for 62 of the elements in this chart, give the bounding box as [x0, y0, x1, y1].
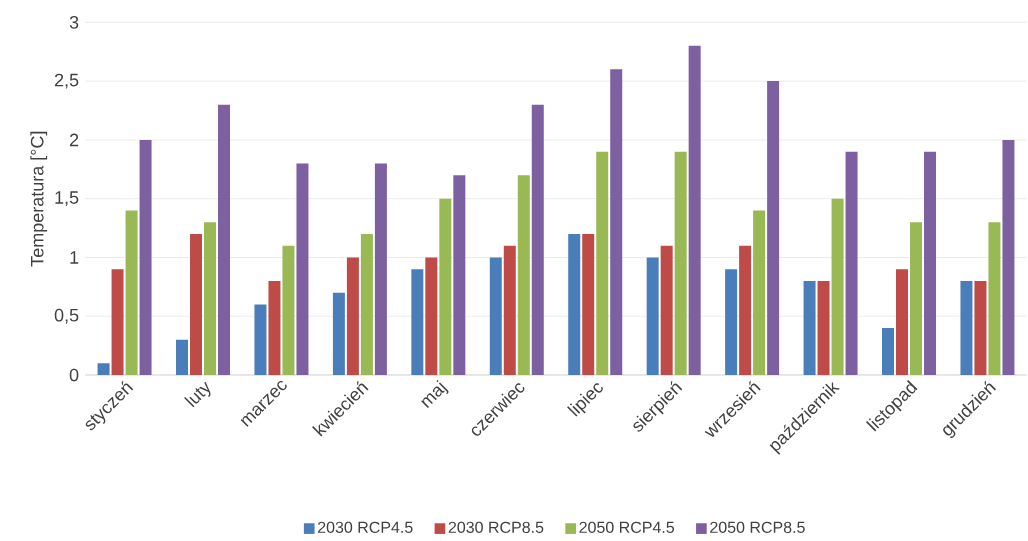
bar — [218, 104, 231, 376]
bar — [1002, 139, 1015, 376]
bar — [568, 234, 581, 376]
bar — [439, 198, 452, 376]
bar — [125, 210, 138, 376]
bar — [268, 281, 281, 376]
bar — [254, 304, 267, 376]
bar — [332, 292, 345, 376]
bar — [282, 245, 295, 376]
bar — [489, 257, 502, 376]
x-tick-label: luty — [184, 381, 211, 408]
bar — [531, 104, 544, 376]
legend-label: 2050 RCP4.5 — [579, 521, 675, 534]
bar — [882, 328, 894, 376]
bar — [139, 139, 152, 376]
bar — [831, 198, 844, 376]
bar — [374, 163, 387, 376]
bar — [453, 175, 466, 376]
bar — [503, 245, 516, 376]
y-axis-title: Temperatura [°C] — [30, 131, 48, 267]
bar — [924, 151, 936, 376]
bar — [974, 281, 987, 376]
bar — [190, 234, 203, 376]
bar — [97, 363, 110, 376]
bar — [767, 81, 780, 376]
bar — [960, 281, 973, 376]
y-tick-label: 1 — [70, 251, 79, 264]
y-tick-label: 0,5 — [54, 308, 79, 324]
bar — [803, 281, 816, 376]
y-tick-label: 2 — [69, 133, 79, 147]
bar — [660, 245, 673, 376]
bar — [176, 339, 189, 376]
bar — [596, 151, 609, 376]
bar — [517, 175, 530, 376]
bar — [988, 222, 1001, 376]
bar — [739, 245, 752, 376]
bar — [646, 257, 659, 376]
bar — [725, 269, 738, 376]
y-tick-label: 1,5 — [55, 191, 79, 207]
bar — [204, 222, 217, 376]
bar — [425, 257, 438, 376]
bar — [346, 257, 359, 376]
x-tick-label: maj — [421, 380, 449, 409]
bar — [411, 269, 424, 376]
bar — [111, 269, 124, 376]
legend-label: 2030 RCP8.5 — [448, 521, 544, 534]
bar — [674, 151, 687, 376]
legend-label: 2030 RCP4.5 — [318, 521, 413, 534]
y-tick-label: 2,5 — [54, 73, 79, 89]
bar — [296, 163, 309, 376]
y-tick-label: 0 — [69, 368, 79, 382]
y-tick-label: 3 — [69, 16, 79, 29]
bar — [360, 234, 373, 376]
bar — [910, 222, 922, 376]
bar — [817, 281, 830, 376]
bar — [753, 210, 766, 376]
bar — [688, 45, 701, 376]
bar — [845, 151, 858, 376]
bar — [896, 269, 908, 376]
bar — [610, 69, 623, 376]
legend-label: 2050 RCP8.5 — [710, 521, 805, 534]
bar — [582, 234, 595, 376]
